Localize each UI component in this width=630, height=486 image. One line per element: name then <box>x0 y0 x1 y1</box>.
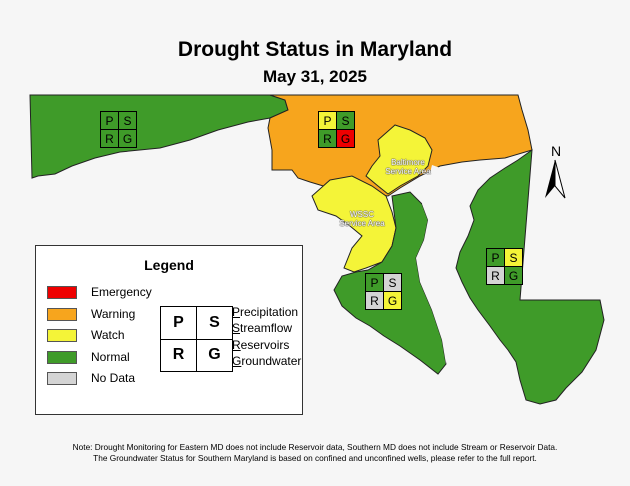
map-date: May 31, 2025 <box>263 67 367 86</box>
north-label: N <box>551 143 561 159</box>
legend-swatch <box>47 350 77 364</box>
indicator-g: G <box>337 130 354 147</box>
label-wssc-service-area: WSSC Service Area <box>339 210 385 228</box>
chesapeake-bay <box>416 165 460 364</box>
label-baltimore-service-area: Baltimore Service Area <box>385 158 431 176</box>
indicator-g: G <box>384 292 401 309</box>
legend-swatch <box>47 286 77 299</box>
footnote-line-2: The Groundwater Status for Southern Mary… <box>93 453 537 463</box>
indicator-g: G <box>119 130 136 147</box>
legend-key-reservoirs: Reservoirs <box>232 338 290 352</box>
north-arrow-left <box>545 160 555 198</box>
legend-indicator-grid: P S R G <box>160 306 233 372</box>
north-arrow-icon: N <box>545 143 566 199</box>
legend-key-streamflow: Streamflow <box>232 321 293 335</box>
legend-grid-g: G <box>197 339 232 371</box>
north-arrow-right <box>554 159 566 199</box>
legend-swatch <box>47 372 77 385</box>
indicator-s: S <box>337 112 354 129</box>
indicator-g: G <box>505 267 522 284</box>
legend-label: Emergency <box>91 285 152 299</box>
indicator-s: S <box>119 112 136 129</box>
legend-key-precipitation: Precipitation <box>232 305 299 319</box>
footnote: Note: Drought Monitoring for Eastern MD … <box>0 442 630 464</box>
legend-swatch <box>47 307 77 321</box>
indicator-p: P <box>366 274 383 291</box>
legend-title: Legend <box>144 257 194 273</box>
indicator-p: P <box>487 249 504 266</box>
legend-label: Warning <box>91 306 136 321</box>
legend-grid-s: S <box>197 307 232 339</box>
legend-label: Normal <box>91 349 130 364</box>
indicator-p: P <box>101 112 118 129</box>
legend-label: Watch <box>91 328 125 342</box>
service-area-wssc <box>311 175 397 273</box>
legend-label: No Data <box>91 371 136 385</box>
indicator-r: R <box>319 130 336 147</box>
indicator-p: P <box>319 112 336 129</box>
legend-swatch <box>47 329 77 342</box>
legend: Legend Emergency Warning Watch Normal No Dat… <box>35 245 303 415</box>
region-western <box>29 94 289 179</box>
indicator-s: S <box>384 274 401 291</box>
legend-key-groundwater: Groundwater <box>232 354 302 368</box>
indicator-r: R <box>487 267 504 284</box>
indicator-r: R <box>101 130 118 147</box>
legend-grid-r: R <box>161 339 196 371</box>
legend-grid-p: P <box>161 307 196 339</box>
indicator-s: S <box>505 249 522 266</box>
map-title: Drought Status in Maryland <box>177 38 453 61</box>
indicator-r: R <box>366 292 383 309</box>
region-eastern <box>455 148 605 405</box>
footnote-line-1: Note: Drought Monitoring for Eastern MD … <box>72 442 558 452</box>
service-area-baltimore <box>365 124 433 195</box>
